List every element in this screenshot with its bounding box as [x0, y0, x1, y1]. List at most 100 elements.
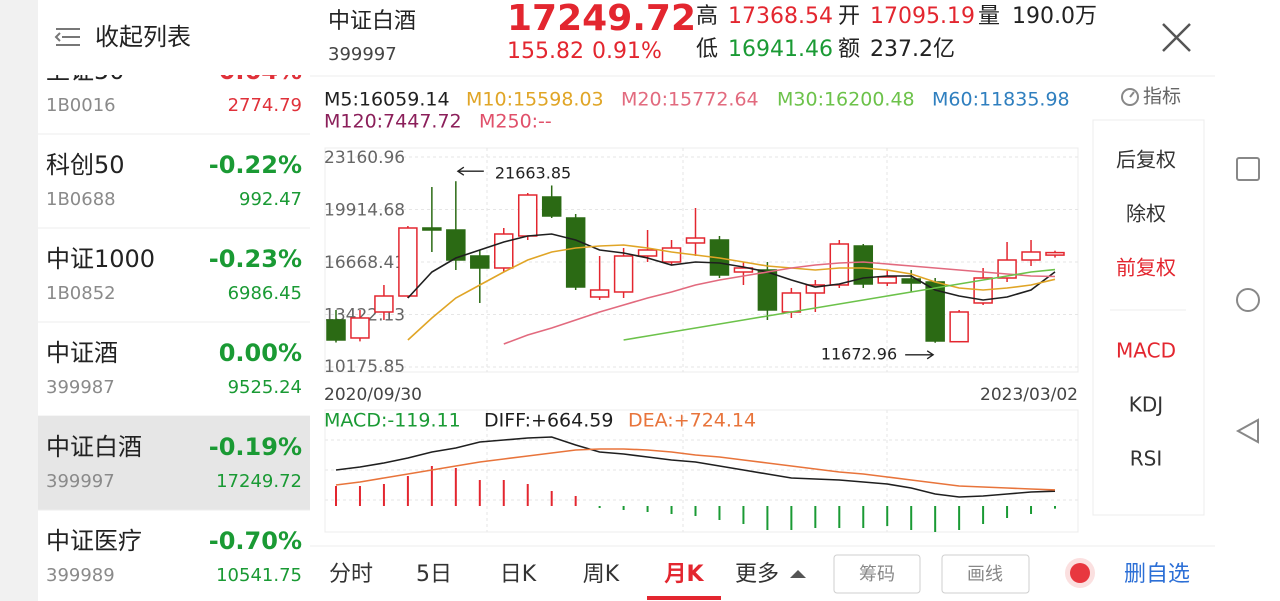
open-label: 开 — [838, 4, 860, 29]
home[interactable] — [1236, 288, 1260, 312]
y-tick-label: 10175.85 — [324, 357, 405, 377]
candle-body — [1021, 251, 1041, 261]
candle-body — [853, 245, 874, 285]
close-button[interactable] — [1162, 23, 1191, 52]
item-code[interactable]: 399997 — [46, 471, 115, 492]
item-code[interactable]: 1B0688 — [46, 189, 116, 210]
candle-body — [661, 247, 682, 263]
macd-chart-frame — [324, 409, 1079, 533]
item-price[interactable]: 2774.79 — [228, 95, 302, 116]
candle-body — [829, 243, 850, 286]
item-change[interactable]: 0.00% — [219, 339, 302, 367]
indicator-line — [407, 233, 1056, 301]
tab[interactable]: 5日 — [416, 562, 452, 587]
collapse-icon[interactable] — [54, 28, 80, 46]
item-price[interactable]: 992.47 — [239, 189, 302, 210]
tab[interactable]: 月K — [663, 562, 704, 587]
item-price[interactable]: 6986.45 — [228, 283, 302, 304]
candle-body — [733, 267, 754, 273]
item-change[interactable]: -0.70% — [209, 527, 302, 555]
annotation-arrowhead — [456, 166, 465, 176]
item-price[interactable]: 9525.24 — [228, 377, 302, 398]
tab-underline — [647, 596, 721, 600]
side-menu-item[interactable]: 后复权 — [1116, 148, 1176, 172]
y-tick-label: 16668.41 — [324, 253, 405, 273]
candle-body — [949, 311, 969, 343]
x-end-label: 2023/03/02 — [980, 385, 1078, 405]
candle-body — [541, 196, 562, 217]
candle-body — [494, 233, 514, 269]
candle-body — [637, 249, 658, 257]
annotation-arrowhead — [926, 350, 935, 360]
ma-legend: M10:15598.03 — [466, 89, 604, 111]
tab-bar: 分时 5日 日K 周K 月K 更多 — [329, 562, 779, 600]
indicator-line — [503, 261, 1056, 345]
annotation: 11672.96 — [821, 344, 897, 363]
chip-button-label[interactable]: 筹码 — [859, 564, 895, 585]
candle-body — [781, 292, 802, 313]
volume-label: 量 — [978, 4, 1000, 29]
item-name[interactable]: 中证1000 — [46, 245, 155, 273]
nav-bar — [1215, 0, 1280, 601]
item-code[interactable]: 1B0016 — [46, 95, 116, 116]
candle-body — [757, 269, 778, 311]
item-code[interactable]: 1B0852 — [46, 283, 116, 304]
item-name[interactable]: 中证酒 — [46, 339, 118, 367]
item-price[interactable]: 10541.75 — [216, 565, 302, 586]
candle-body — [685, 237, 706, 244]
back[interactable] — [1235, 418, 1259, 444]
candle-body — [374, 295, 394, 313]
tab[interactable]: 日K — [500, 562, 537, 587]
tab[interactable]: 分时 — [329, 562, 373, 587]
candle-body — [517, 194, 538, 237]
item-name[interactable]: 中证医疗 — [46, 527, 142, 555]
item-change[interactable]: -0.23% — [209, 245, 302, 273]
item-price[interactable]: 17249.72 — [216, 471, 302, 492]
candle-body — [422, 227, 442, 231]
indicator-button[interactable]: 指标 — [1143, 86, 1181, 108]
item-code[interactable]: 399989 — [46, 565, 115, 586]
open-value: 17095.19 — [870, 4, 975, 29]
candle-body — [446, 229, 466, 261]
candle-body — [350, 317, 370, 339]
chip-button[interactable] — [833, 554, 921, 594]
side-menu — [1092, 119, 1205, 516]
remove-watchlist[interactable]: 删自选 — [1124, 562, 1190, 587]
tab[interactable]: 更多 — [735, 562, 779, 587]
side-menu-item[interactable]: 前复权 — [1116, 256, 1176, 280]
x-start-label: 2020/09/30 — [324, 385, 422, 405]
side-menu-item[interactable]: 除权 — [1126, 202, 1166, 226]
draw-button-label[interactable]: 画线 — [967, 564, 1003, 585]
price-change-pct: 0.91% — [592, 39, 662, 64]
candle-body — [470, 255, 490, 269]
ma-legend: M250:-- — [479, 111, 552, 133]
item-change[interactable]: -0.22% — [209, 151, 302, 179]
record-button[interactable] — [1070, 563, 1090, 583]
candle-body — [613, 255, 634, 293]
high-label: 高 — [696, 4, 718, 29]
item-code[interactable]: 399987 — [46, 377, 115, 398]
ma-legend: M20:15772.64 — [621, 89, 759, 111]
side-menu-item[interactable]: KDJ — [1129, 393, 1163, 417]
item-name[interactable]: 中证白酒 — [46, 433, 142, 461]
ma-legend: M30:16200.48 — [777, 89, 915, 111]
indicator-line — [335, 448, 1056, 491]
collapse-list[interactable]: 收起列表 — [95, 23, 191, 51]
indicator-icon[interactable] — [1121, 88, 1139, 106]
side-menu-item[interactable]: RSI — [1130, 447, 1163, 471]
more-arrow[interactable] — [790, 570, 806, 578]
low-label: 低 — [696, 37, 718, 62]
main-chart: 23160.9619914.6816668.4113422.1310175.85… — [324, 89, 1078, 377]
draw-button[interactable] — [941, 554, 1030, 594]
stock-code: 399997 — [328, 44, 397, 65]
recent-apps[interactable] — [1236, 157, 1260, 181]
annotation: 21663.85 — [495, 164, 571, 183]
item-name[interactable]: 科创50 — [46, 151, 125, 179]
tab[interactable]: 周K — [583, 562, 620, 587]
item-change[interactable]: -0.19% — [209, 433, 302, 461]
side-menu-item[interactable]: MACD — [1116, 339, 1176, 363]
sidebar-header — [38, 0, 310, 75]
amount-value: 237.2亿 — [870, 37, 955, 62]
